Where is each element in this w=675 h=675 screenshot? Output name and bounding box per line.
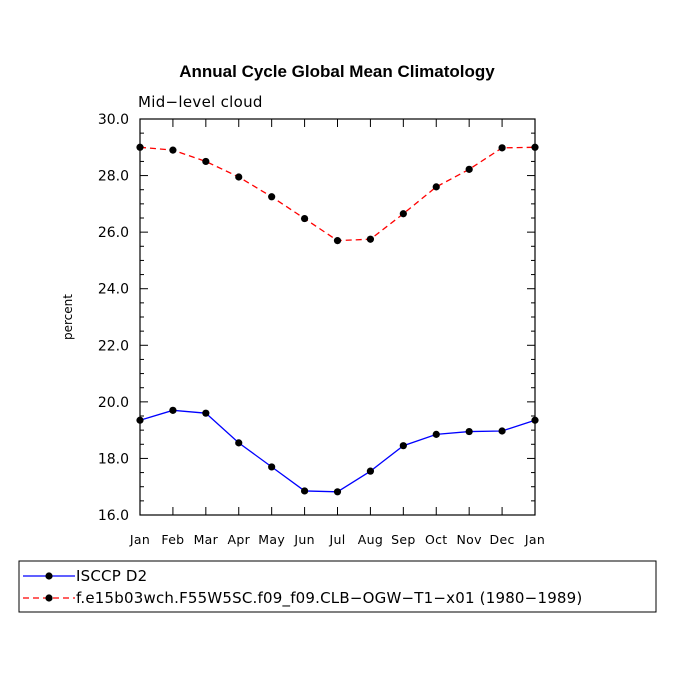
- x-tick-label: Jan: [129, 532, 150, 547]
- data-point: [169, 406, 177, 414]
- data-point: [268, 193, 276, 201]
- data-point: [136, 416, 144, 424]
- data-point: [531, 143, 539, 151]
- legend-label-model: f.e15b03wch.F55W5SC.f09_f09.CLB−OGW−T1−x…: [76, 589, 582, 608]
- data-point: [235, 439, 243, 447]
- y-axis-label: percent: [61, 294, 75, 340]
- data-point: [498, 144, 506, 152]
- data-point: [399, 442, 407, 450]
- series-0: [136, 406, 539, 496]
- y-tick-label: 24.0: [98, 282, 129, 298]
- data-point: [136, 143, 144, 151]
- chart-subtitle: Mid−level cloud: [138, 93, 263, 111]
- legend-marker-model: [45, 594, 53, 602]
- x-axis-ticks: Jan Feb Mar Apr May Jun Jul Aug Sep Oct Nov Dec Jan: [129, 119, 545, 547]
- y-tick-label: 22.0: [98, 338, 129, 354]
- x-tick-label: Aug: [358, 532, 383, 547]
- data-point: [465, 165, 473, 173]
- series-layer: [136, 143, 539, 496]
- legend: ISCCP D2 f.e15b03wch.F55W5SC.f09_f09.CLB…: [18, 560, 657, 613]
- data-point: [268, 463, 276, 471]
- data-point: [333, 488, 342, 496]
- y-tick-label: 30.0: [98, 112, 129, 128]
- data-point: [300, 487, 309, 495]
- y-tick-label: 28.0: [98, 169, 129, 185]
- data-point: [531, 416, 539, 424]
- data-point: [465, 427, 473, 436]
- data-point: [498, 427, 506, 435]
- y-tick-label: 20.0: [98, 395, 129, 411]
- legend-label-isccp: ISCCP D2: [76, 567, 147, 585]
- chart-title: Annual Cycle Global Mean Climatology: [179, 62, 495, 81]
- data-point: [432, 430, 440, 438]
- x-tick-label: Apr: [227, 532, 250, 547]
- data-point: [366, 467, 375, 475]
- series-line-1: [139, 146, 536, 242]
- y-tick-label: 16.0: [98, 508, 129, 524]
- data-point: [235, 173, 243, 181]
- data-point: [399, 210, 407, 218]
- x-tick-label: May: [258, 532, 285, 547]
- x-tick-label: Jul: [329, 532, 346, 547]
- series-1: [136, 143, 539, 245]
- data-point: [169, 146, 177, 154]
- y-axis-ticks: 16.0 18.0 20.0 22.0 24.0 26.0 28.0 30.0: [98, 112, 535, 524]
- plot-border: [139, 118, 536, 516]
- data-point: [202, 157, 210, 166]
- data-point: [333, 237, 342, 245]
- legend-box: [18, 560, 657, 613]
- x-tick-label: Mar: [194, 532, 219, 547]
- data-point: [432, 183, 440, 191]
- x-tick-label: Dec: [490, 532, 515, 547]
- x-tick-label: Sep: [391, 532, 415, 547]
- x-tick-label: Oct: [425, 532, 448, 547]
- legend-marker-isccp: [45, 572, 53, 580]
- y-tick-label: 26.0: [98, 225, 129, 241]
- x-tick-label: Feb: [161, 532, 184, 547]
- data-point: [202, 409, 210, 417]
- series-line-0: [139, 409, 536, 493]
- x-tick-label: Jan: [524, 532, 545, 547]
- y-tick-label: 18.0: [98, 451, 129, 467]
- x-tick-label: Nov: [457, 532, 483, 547]
- data-point: [366, 235, 375, 243]
- data-point: [300, 214, 309, 223]
- plot-frame: [139, 118, 536, 516]
- x-tick-label: Jun: [293, 532, 314, 547]
